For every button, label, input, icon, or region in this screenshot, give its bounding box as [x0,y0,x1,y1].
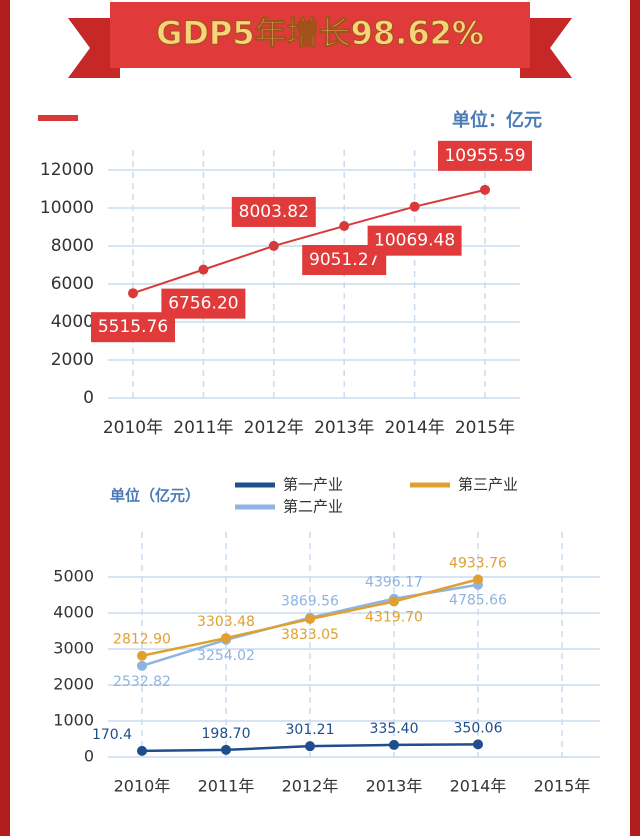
data-point [473,739,483,750]
value-label: 3869.56 [281,594,339,610]
value-label: 3303.48 [197,614,255,630]
x-tick-label: 2013年 [366,777,423,796]
x-tick-label: 2014年 [450,777,507,796]
value-label: 2812.90 [113,632,171,648]
value-label-box [438,140,532,171]
value-label: 6756.20 [168,294,238,314]
x-tick-label: 2012年 [282,777,339,796]
value-label: 10069.48 [374,231,455,251]
value-label: 4319.70 [365,609,423,625]
value-label: 9051.27 [309,250,379,270]
value-label: 4785.66 [449,593,507,609]
value-label: 350.06 [454,720,503,736]
legend-label: 第二产业 [283,498,343,516]
x-tick-label: 2015年 [534,777,591,796]
value-label: 3833.05 [281,627,339,643]
x-tick-label: 2015年 [455,418,515,438]
data-point [128,288,138,299]
value-label: 4933.76 [449,555,507,571]
y-tick-label: 12000 [40,160,94,180]
value-label-box [367,225,462,256]
value-label: 5515.76 [98,317,168,337]
ribbon-left [68,18,120,78]
data-point [137,660,147,671]
unit-label: 单位（亿元） [110,487,200,505]
value-label: 2532.82 [113,674,171,690]
data-point [473,574,483,585]
right-border [630,0,640,836]
value-label-box [231,196,316,227]
data-point [198,264,209,275]
x-tick-label: 2014年 [384,418,444,438]
x-tick-label: 2011年 [173,418,233,438]
x-tick-label: 2013年 [314,418,374,438]
value-label: 8003.82 [239,202,309,222]
data-point [221,633,231,644]
ribbon [110,2,530,68]
data-point [268,240,279,251]
data-point [409,201,420,212]
value-label-box [91,312,175,343]
value-label: 335.40 [370,721,419,737]
data-point [137,650,147,661]
accent-dash [38,115,78,121]
data-point [389,596,399,607]
y-tick-label: 0 [83,388,94,408]
value-label: 3254.02 [197,648,255,664]
y-tick-label: 10000 [40,198,94,218]
y-tick-label: 0 [84,747,94,766]
y-tick-label: 5000 [53,567,94,586]
value-label-box [161,288,246,319]
data-point [305,614,315,625]
data-point [137,745,147,756]
ribbon-right [520,18,572,78]
legend-label: 第一产业 [283,476,343,494]
series-line [132,188,486,295]
y-tick-label: 6000 [51,274,94,294]
value-label: 301.21 [286,722,335,738]
value-label: 4396.17 [365,575,423,591]
y-tick-label: 2000 [51,350,94,370]
unit-label: 单位：亿元 [452,109,542,131]
data-point [480,184,490,195]
y-tick-label: 3000 [53,639,94,658]
y-tick-label: 4000 [53,603,94,622]
data-point [339,221,350,232]
data-point [389,739,399,750]
data-point [305,741,315,752]
left-border [0,0,10,836]
y-tick-label: 2000 [53,675,94,694]
x-tick-label: 2010年 [114,777,171,796]
data-point [221,744,231,755]
value-label: 170.4 [92,727,132,743]
value-label: 198.70 [202,726,251,742]
y-tick-label: 4000 [51,312,94,332]
title: GDP5年增长98.62% [156,14,484,52]
y-tick-label: 8000 [51,236,94,256]
value-label: 10955.59 [444,146,525,166]
x-tick-label: 2011年 [198,777,255,796]
x-tick-label: 2010年 [103,418,163,438]
legend-label: 第三产业 [458,476,518,494]
y-tick-label: 1000 [53,711,94,730]
x-tick-label: 2012年 [244,418,304,438]
